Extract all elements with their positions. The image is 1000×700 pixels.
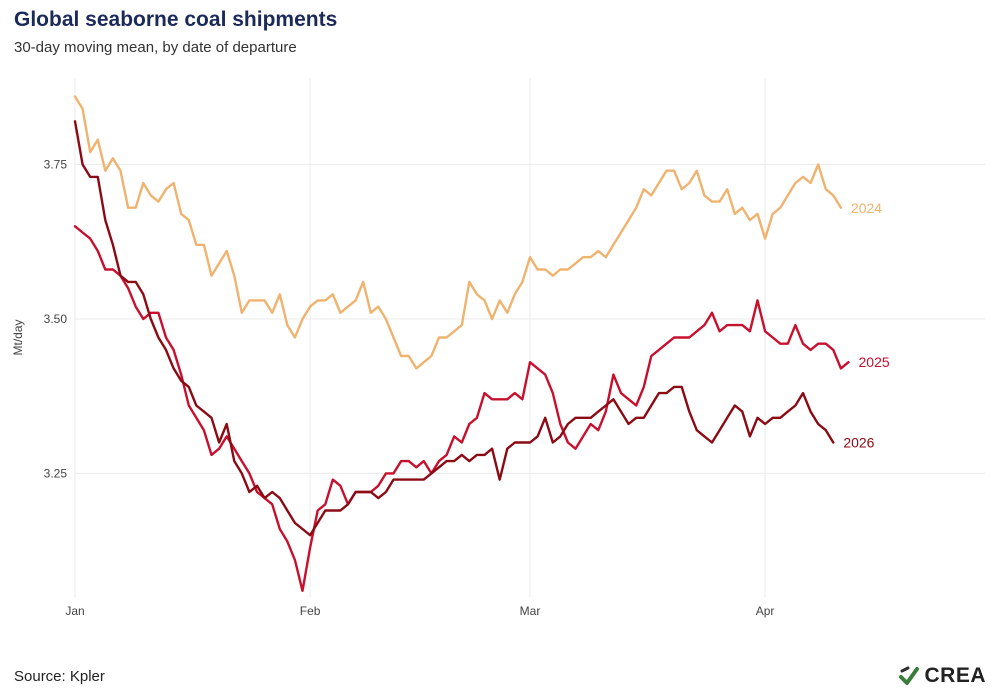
x-tick-label: Mar: [520, 604, 541, 618]
crea-logo: CREA: [898, 664, 986, 688]
series-line-2026: [73, 120, 835, 537]
x-tick-label: Apr: [756, 604, 775, 618]
y-tick-label: 3.50: [44, 312, 68, 326]
y-tick-label: 3.25: [44, 466, 68, 480]
series-label-2024: 2024: [851, 200, 882, 216]
logo-text: CREA: [924, 664, 986, 687]
crea-leaf-icon: [899, 666, 920, 685]
series-line-2024: [73, 95, 843, 370]
series-label-2026: 2026: [843, 435, 874, 451]
chart-subtitle: 30-day moving mean, by date of departure: [14, 39, 297, 56]
chart-title: Global seaborne coal shipments: [14, 8, 338, 31]
x-tick-label: Feb: [300, 604, 321, 618]
series-label-2025: 2025: [859, 354, 890, 370]
series-line-2025: [73, 225, 850, 592]
y-tick-label: 3.75: [44, 158, 68, 172]
source-note: Source: Kpler: [14, 668, 105, 685]
y-axis-title: Mt/day: [11, 319, 25, 355]
x-tick-label: Jan: [65, 604, 84, 618]
